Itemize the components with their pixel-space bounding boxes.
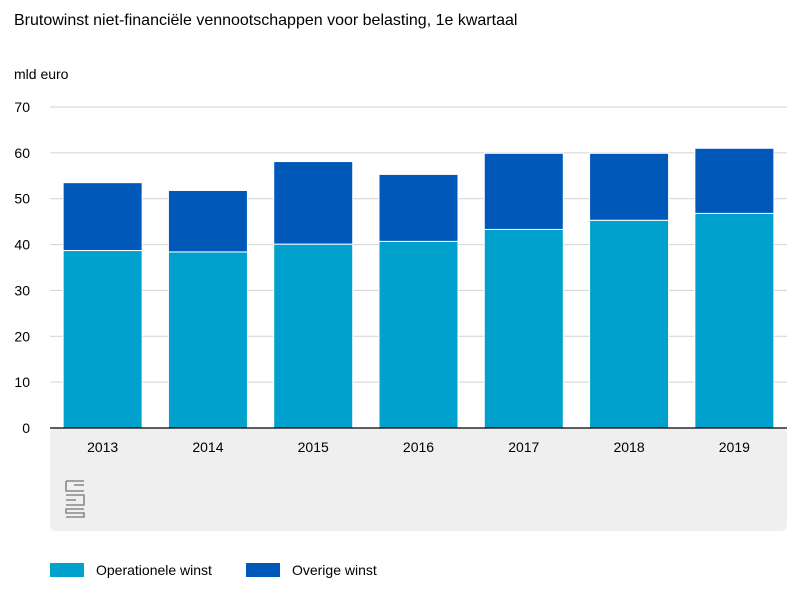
chart-title: Brutowinst niet-financiële vennootschapp… bbox=[14, 12, 518, 29]
y-tick-label: 30 bbox=[14, 282, 30, 298]
y-tick-label: 0 bbox=[22, 420, 30, 436]
bar-series bbox=[62, 147, 775, 429]
bar-operationele-winst-2019 bbox=[694, 212, 775, 429]
legend-swatch-operationele-winst bbox=[50, 563, 84, 577]
bar-operationele-winst-2015 bbox=[273, 243, 354, 429]
x-tick-label: 2014 bbox=[192, 439, 223, 455]
x-tick-label: 2018 bbox=[613, 439, 644, 455]
bar-operationele-winst-2013 bbox=[62, 250, 143, 429]
legend: Operationele winst Overige winst bbox=[50, 562, 411, 578]
x-tick-label: 2016 bbox=[403, 439, 434, 455]
legend-label-operationele-winst: Operationele winst bbox=[96, 562, 212, 578]
x-axis-panel bbox=[50, 428, 787, 531]
legend-label-overige-winst: Overige winst bbox=[291, 562, 377, 578]
bar-operationele-winst-2014 bbox=[167, 251, 248, 429]
y-tick-label: 70 bbox=[14, 99, 30, 115]
x-tick-label: 2013 bbox=[87, 439, 118, 455]
bar-overige-winst-2014 bbox=[167, 189, 248, 253]
legend-item-operationele-winst: Operationele winst bbox=[50, 562, 212, 578]
bar-overige-winst-2015 bbox=[273, 161, 354, 245]
x-tick-label: 2015 bbox=[298, 439, 329, 455]
x-tick-label: 2017 bbox=[508, 439, 539, 455]
y-axis-unit-label: mld euro bbox=[14, 66, 69, 82]
legend-item-overige-winst: Overige winst bbox=[245, 562, 377, 578]
bar-operationele-winst-2017 bbox=[483, 228, 564, 429]
bar-overige-winst-2019 bbox=[694, 147, 775, 214]
bar-overige-winst-2016 bbox=[378, 173, 459, 242]
bar-operationele-winst-2018 bbox=[589, 219, 670, 429]
legend-swatch-overige-winst bbox=[245, 563, 280, 577]
bar-overige-winst-2013 bbox=[62, 182, 143, 252]
bar-operationele-winst-2016 bbox=[378, 240, 459, 429]
y-tick-label: 20 bbox=[14, 328, 30, 344]
y-axis-ticks: 0 10 20 30 40 50 60 70 bbox=[14, 99, 30, 436]
x-tick-label: 2019 bbox=[719, 439, 750, 455]
bar-overige-winst-2017 bbox=[483, 152, 564, 230]
x-axis-ticks: 2013 2014 2015 2016 2017 2018 2019 bbox=[87, 439, 750, 455]
y-tick-label: 40 bbox=[14, 237, 30, 253]
y-tick-label: 60 bbox=[14, 145, 30, 161]
y-tick-label: 10 bbox=[14, 374, 30, 390]
bar-overige-winst-2018 bbox=[589, 152, 670, 221]
cbs-logo-icon bbox=[65, 480, 85, 518]
y-tick-label: 50 bbox=[14, 191, 30, 207]
